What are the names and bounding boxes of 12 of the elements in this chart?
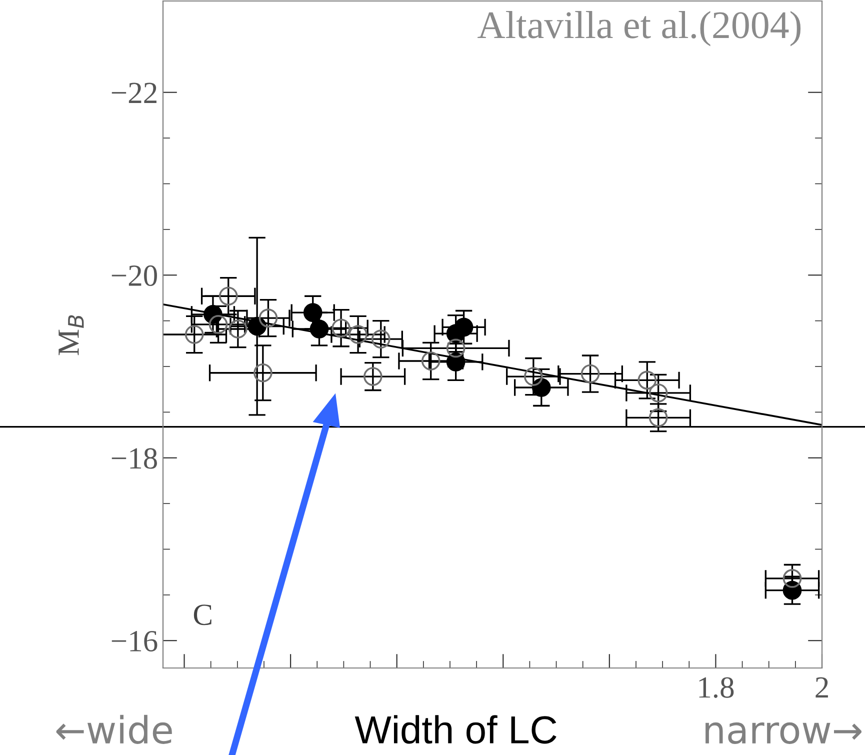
annotation: C <box>194 604 212 626</box>
text: narrow→ <box>706 722 862 744</box>
y-tick-label: −20 <box>112 265 157 286</box>
y-axis-title: M$_{B}$ <box>58 315 84 356</box>
y-tick-label: −16 <box>112 630 158 652</box>
y-tick-label: −22 <box>112 82 156 103</box>
annotation: Altavilla et al.(2004) <box>478 11 801 46</box>
x-tick-label: 1.8 <box>699 677 734 698</box>
x-axis-title: Width of LC <box>354 715 556 744</box>
y-tick-label: −18 <box>112 448 157 469</box>
text: ←wide <box>56 714 172 744</box>
x-tick-label: 2 <box>816 677 828 698</box>
